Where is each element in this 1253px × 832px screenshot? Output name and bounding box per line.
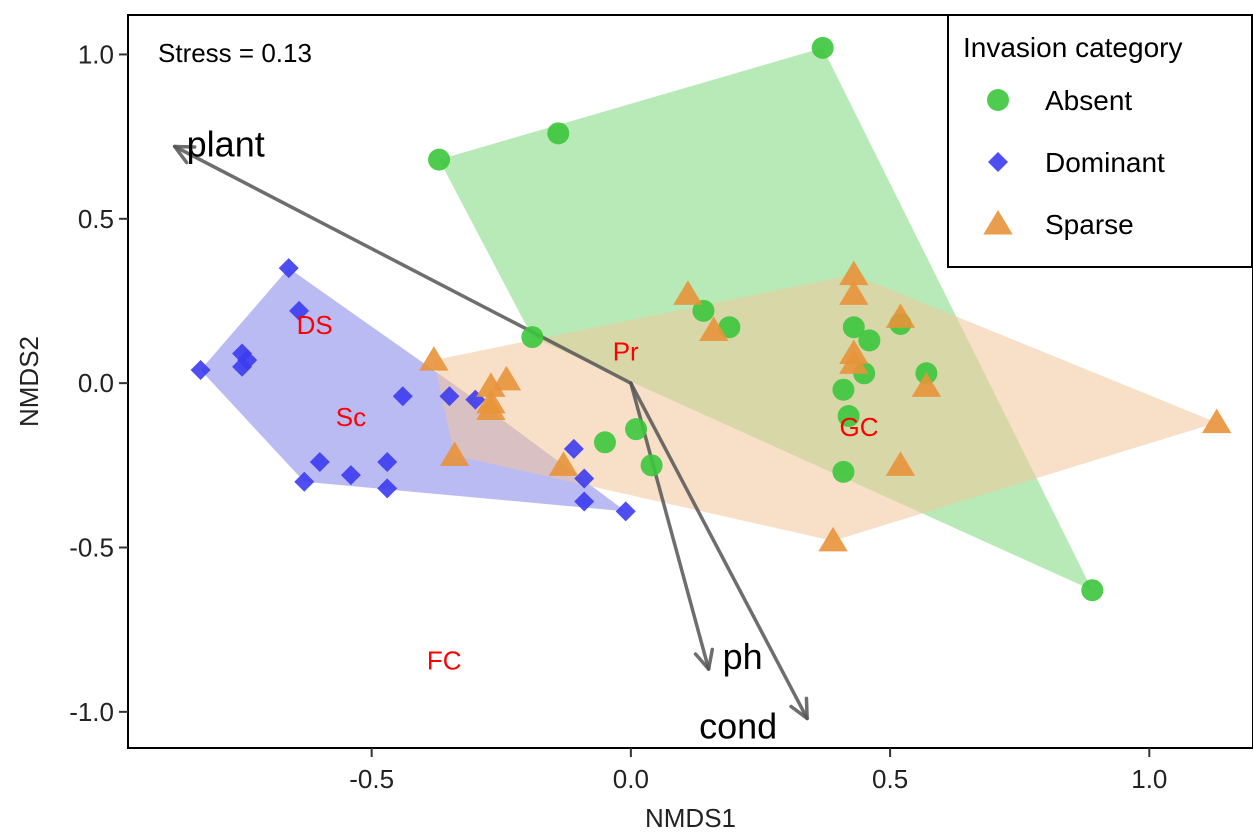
point-absent	[858, 329, 881, 352]
point-sparse	[818, 526, 848, 552]
point-sparse	[476, 372, 506, 397]
point-dominant	[289, 300, 310, 321]
site-label-gc: GC	[839, 412, 878, 442]
point-sparse	[476, 395, 506, 420]
legend-label-sparse: Sparse	[1045, 209, 1134, 240]
legend: Invasion category Absent Dominant Sparse	[947, 14, 1253, 268]
point-sparse	[419, 346, 449, 371]
vector-cond	[629, 381, 809, 721]
vector-arrowhead-ph	[693, 647, 715, 671]
plot-panel-border	[127, 14, 1253, 749]
vector-layer: plant ph cond	[172, 123, 809, 746]
point-dominant	[190, 359, 211, 380]
point-sparse	[839, 349, 869, 374]
point-absent	[593, 431, 616, 454]
point-sparse	[439, 441, 470, 466]
vector-arrowhead-cond	[789, 696, 809, 721]
point-sparse	[699, 316, 729, 342]
x-axis-title: NMDS1	[645, 803, 736, 832]
axis-layer: -0.5 0.0 0.5 1.0 -1.0 -0.5 0.0 0.5 1.0	[69, 39, 1167, 794]
point-dominant	[615, 501, 636, 522]
vector-label-ph: ph	[723, 636, 763, 677]
point-sparse	[491, 365, 522, 391]
point-sparse	[911, 372, 942, 397]
x-tick-label: -0.5	[349, 764, 394, 794]
site-label-layer: DS Pr Sc GC FC	[297, 310, 879, 675]
point-absent	[832, 460, 855, 483]
point-dominant	[309, 452, 330, 473]
point-dominant	[294, 471, 315, 492]
legend-label-absent: Absent	[1045, 85, 1132, 116]
point-sparse	[885, 451, 916, 476]
site-label-sc: Sc	[336, 402, 366, 432]
point-dominant	[392, 386, 413, 407]
site-label-ds: DS	[297, 310, 333, 340]
x-tick-label: 0.5	[872, 764, 908, 794]
point-absent	[811, 36, 834, 59]
point-dominant	[232, 356, 253, 377]
point-dominant	[340, 465, 361, 486]
y-tick-label: -0.5	[69, 532, 114, 562]
point-absent	[428, 148, 451, 171]
vector-arrowhead-plant	[172, 144, 197, 165]
point-dominant	[563, 438, 584, 459]
point-absent	[692, 299, 715, 322]
point-sparse	[885, 303, 916, 328]
y-tick-label: 0.5	[78, 204, 114, 234]
point-absent	[718, 316, 741, 339]
point-absent	[837, 405, 860, 428]
point-sparse	[673, 280, 703, 305]
point-sparse	[839, 280, 869, 305]
stress-annotation: Stress = 0.13	[158, 38, 312, 68]
y-tick-label: 1.0	[78, 39, 114, 69]
vector-label-plant: plant	[187, 123, 265, 164]
site-label-pr: Pr	[613, 336, 639, 366]
point-dominant	[377, 478, 398, 499]
point-absent	[842, 316, 865, 339]
hull-layer	[200, 47, 1217, 591]
legend-key-absent	[987, 89, 1009, 111]
point-dominant	[278, 258, 299, 279]
point-absent	[547, 122, 570, 145]
y-tick-label: 0.0	[78, 368, 114, 398]
site-label-fc: FC	[427, 645, 462, 675]
point-absent	[521, 326, 544, 349]
point-dominant	[574, 491, 595, 512]
point-absent	[1081, 579, 1104, 602]
point-absent	[625, 418, 648, 441]
point-dominant	[574, 468, 595, 489]
point-dominant	[439, 386, 460, 407]
legend-label-dominant: Dominant	[1045, 147, 1165, 178]
x-tick-label: 1.0	[1131, 764, 1167, 794]
vector-label-cond: cond	[699, 705, 777, 746]
hull-sparse	[433, 274, 1217, 541]
point-dominant	[377, 452, 398, 473]
y-axis-title: NMDS2	[14, 336, 44, 427]
point-sparse	[839, 260, 869, 286]
legend-title: Invasion category	[963, 32, 1182, 63]
point-sparse	[1202, 408, 1232, 434]
point-sparse	[548, 451, 579, 476]
legend-items: Absent Dominant Sparse	[983, 85, 1165, 240]
legend-key-dominant	[988, 152, 1008, 172]
point-absent	[640, 454, 663, 477]
legend-key-sparse	[983, 210, 1013, 235]
y-tick-label: -1.0	[69, 697, 114, 727]
x-tick-label: 0.0	[613, 764, 649, 794]
vector-plant	[172, 144, 633, 385]
point-layer	[190, 36, 1232, 602]
point-absent	[832, 378, 855, 401]
